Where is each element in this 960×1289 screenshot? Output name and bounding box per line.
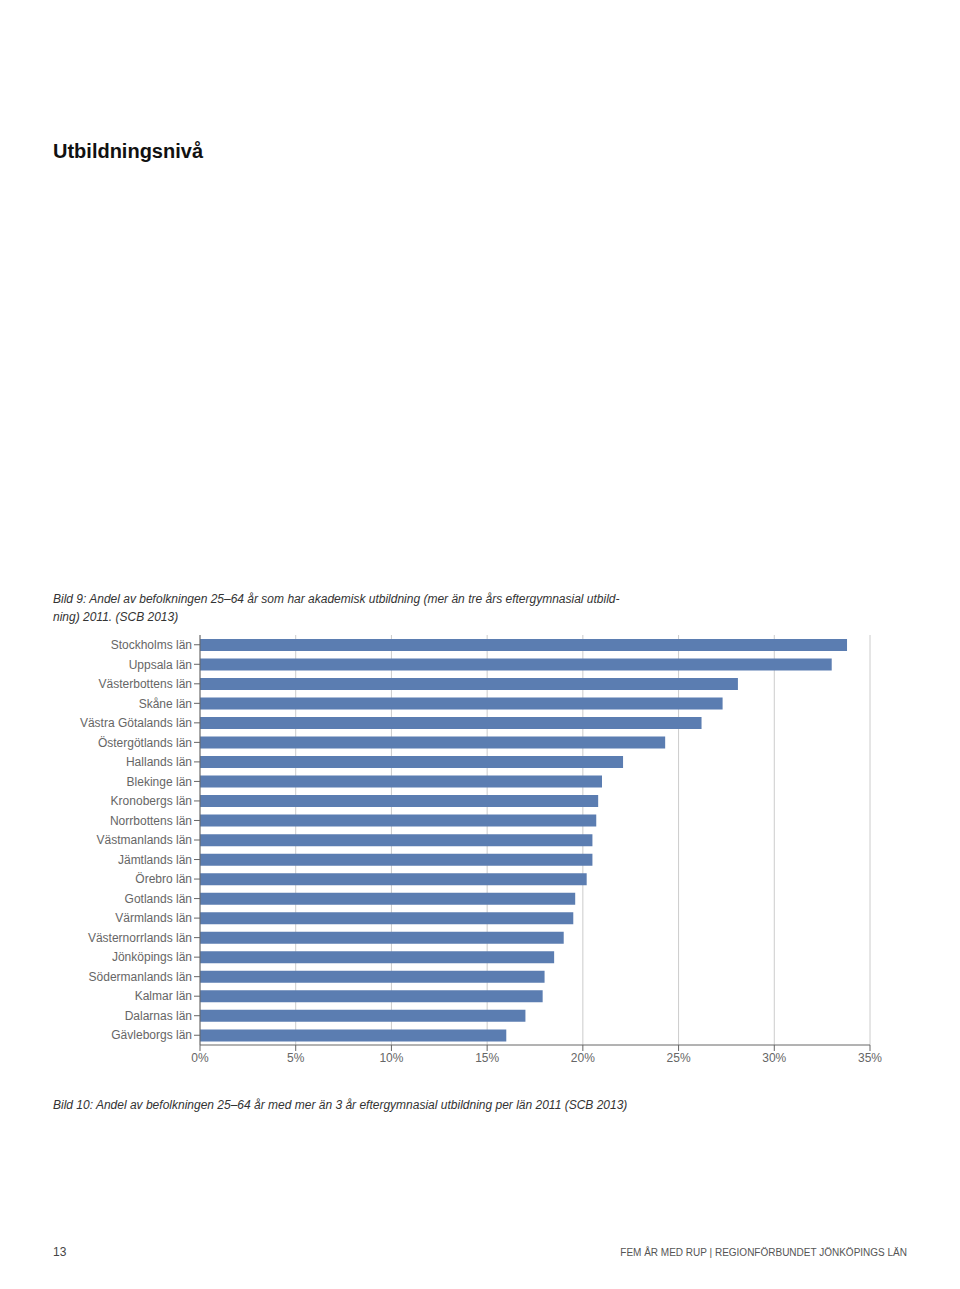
svg-text:25%: 25% bbox=[667, 1051, 691, 1065]
svg-text:Gävleborgs län: Gävleborgs län bbox=[111, 1028, 192, 1042]
svg-text:Jämtlands län: Jämtlands län bbox=[118, 853, 192, 867]
svg-text:10%: 10% bbox=[379, 1051, 403, 1065]
svg-text:Västernorrlands län: Västernorrlands län bbox=[88, 931, 192, 945]
svg-text:20%: 20% bbox=[571, 1051, 595, 1065]
svg-text:Östergötlands län: Östergötlands län bbox=[98, 736, 192, 750]
html-text:Bild 10: Andel av befolkningen: Bild 10: Andel av befolkningen 25–64 år … bbox=[53, 1098, 628, 1112]
svg-text:Hallands län: Hallands län bbox=[126, 755, 192, 769]
svg-text:5%: 5% bbox=[287, 1051, 305, 1065]
svg-text:15%: 15% bbox=[475, 1051, 499, 1065]
svg-text:Värmlands län: Värmlands län bbox=[115, 911, 192, 925]
svg-text:Södermanlands län: Södermanlands län bbox=[89, 970, 192, 984]
svg-text:35%: 35% bbox=[858, 1051, 882, 1065]
svg-text:Uppsala län: Uppsala län bbox=[129, 658, 192, 672]
html-text:FEM ÅR MED RUP | REGIONFÖRBUND: FEM ÅR MED RUP | REGIONFÖRBUNDET JÖNKÖPI… bbox=[620, 1247, 907, 1258]
svg-text:Kalmar län: Kalmar län bbox=[135, 989, 192, 1003]
svg-text:Västmanlands län: Västmanlands län bbox=[97, 833, 192, 847]
svg-text:Gotlands län: Gotlands län bbox=[125, 892, 192, 906]
svg-text:Jönköpings län: Jönköpings län bbox=[112, 950, 192, 964]
svg-text:Kronobergs län: Kronobergs län bbox=[111, 794, 192, 808]
svg-text:Västerbottens län: Västerbottens län bbox=[99, 677, 192, 691]
svg-text:Örebro län: Örebro län bbox=[135, 872, 192, 886]
html-text:13: 13 bbox=[53, 1245, 67, 1259]
svg-text:Skåne län: Skåne län bbox=[139, 697, 192, 711]
svg-text:Stockholms län: Stockholms län bbox=[111, 638, 192, 652]
svg-text:Västra Götalands län: Västra Götalands län bbox=[80, 716, 192, 730]
svg-text:0%: 0% bbox=[191, 1051, 209, 1065]
html-text:Bild 9: Andel av befolkningen: Bild 9: Andel av befolkningen 25–64 år s… bbox=[53, 592, 620, 624]
svg-text:Norrbottens län: Norrbottens län bbox=[110, 814, 192, 828]
html-text:Utbildningsnivå: Utbildningsnivå bbox=[53, 140, 203, 162]
svg-text:Blekinge län: Blekinge län bbox=[127, 775, 192, 789]
svg-text:30%: 30% bbox=[762, 1051, 786, 1065]
svg-text:Dalarnas län: Dalarnas län bbox=[125, 1009, 192, 1023]
